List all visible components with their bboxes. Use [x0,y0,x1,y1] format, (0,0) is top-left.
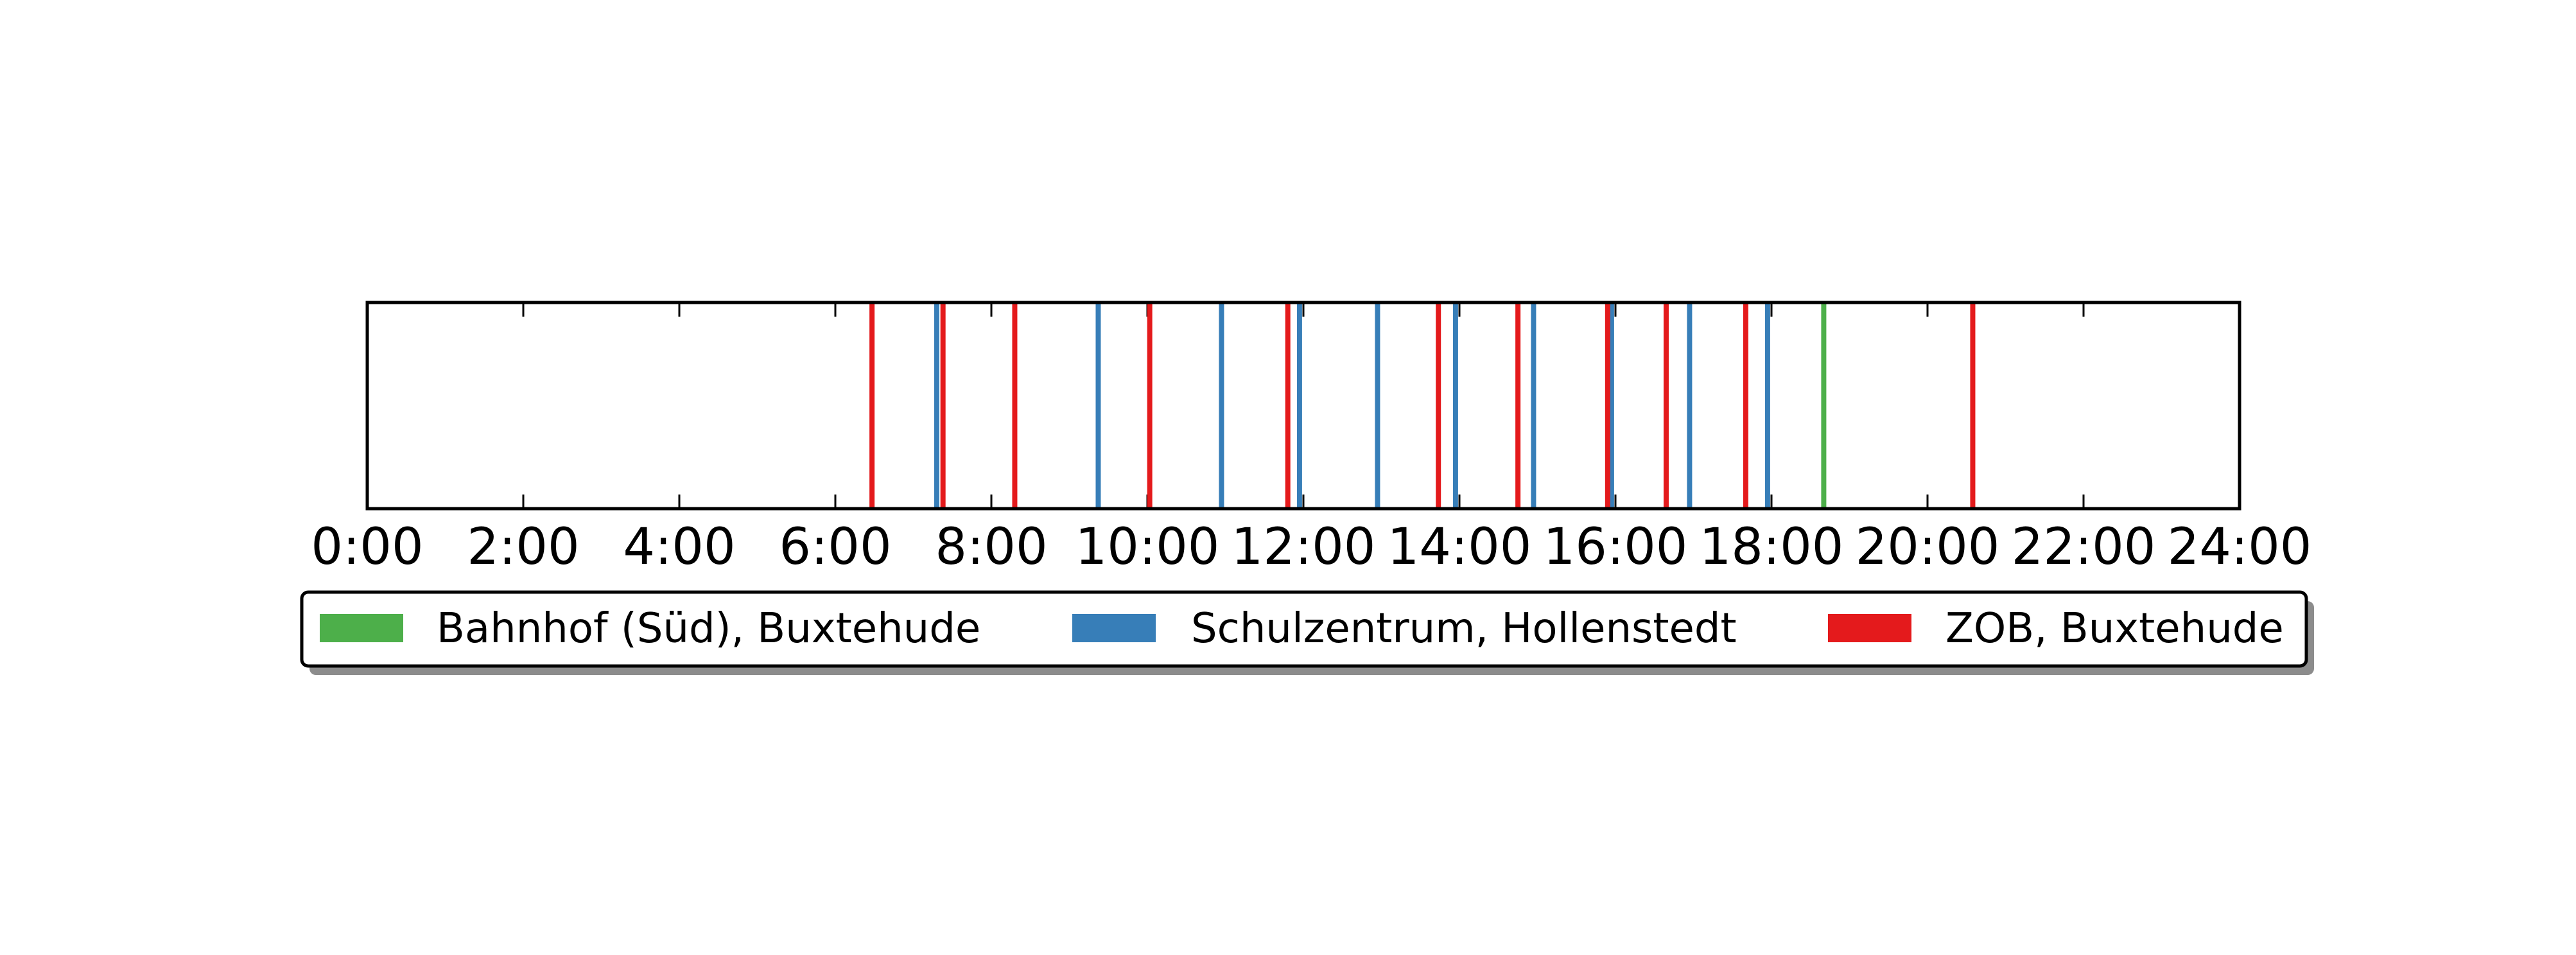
legend-label: Schulzentrum, Hollenstedt [1191,605,1737,653]
x-tick-label: 10:00 [1075,518,1220,576]
axis-ticks [366,302,2241,509]
x-tick-label: 18:00 [1700,518,1844,576]
x-tick-label: 14:00 [1388,518,1532,576]
legend-label: Bahnhof (Süd), Buxtehude [437,605,980,653]
x-tick-label: 22:00 [2012,518,2156,576]
x-tick-label: 24:00 [2168,518,2312,576]
legend: Bahnhof (Süd), Buxtehude Schulzentrum, Ho… [300,590,2314,675]
x-tick-label: 8:00 [935,518,1047,576]
legend-swatch [1072,614,1156,642]
x-tick-label: 6:00 [779,518,891,576]
legend-swatch [320,614,403,642]
legend-swatch [1828,614,1911,642]
departure-lines [869,302,1976,509]
legend-label: ZOB, Buxtehude [1945,605,2284,653]
x-tick-label: 20:00 [1856,518,2000,576]
legend-box [300,590,2308,668]
x-tick-label: 12:00 [1231,518,1376,576]
x-tick-label: 0:00 [311,518,423,576]
x-tick-label: 16:00 [1544,518,1688,576]
x-axis-tick-labels: 0:00 2:00 4:00 6:00 8:00 10:00 12:00 14:00 16:00… [311,518,2311,576]
x-tick-label: 2:00 [467,518,579,576]
legend-entries: Bahnhof (Süd), Buxtehude Schulzentrum, Ho… [320,605,2284,653]
x-tick-label: 4:00 [623,518,735,576]
plot-frame [365,301,2241,511]
